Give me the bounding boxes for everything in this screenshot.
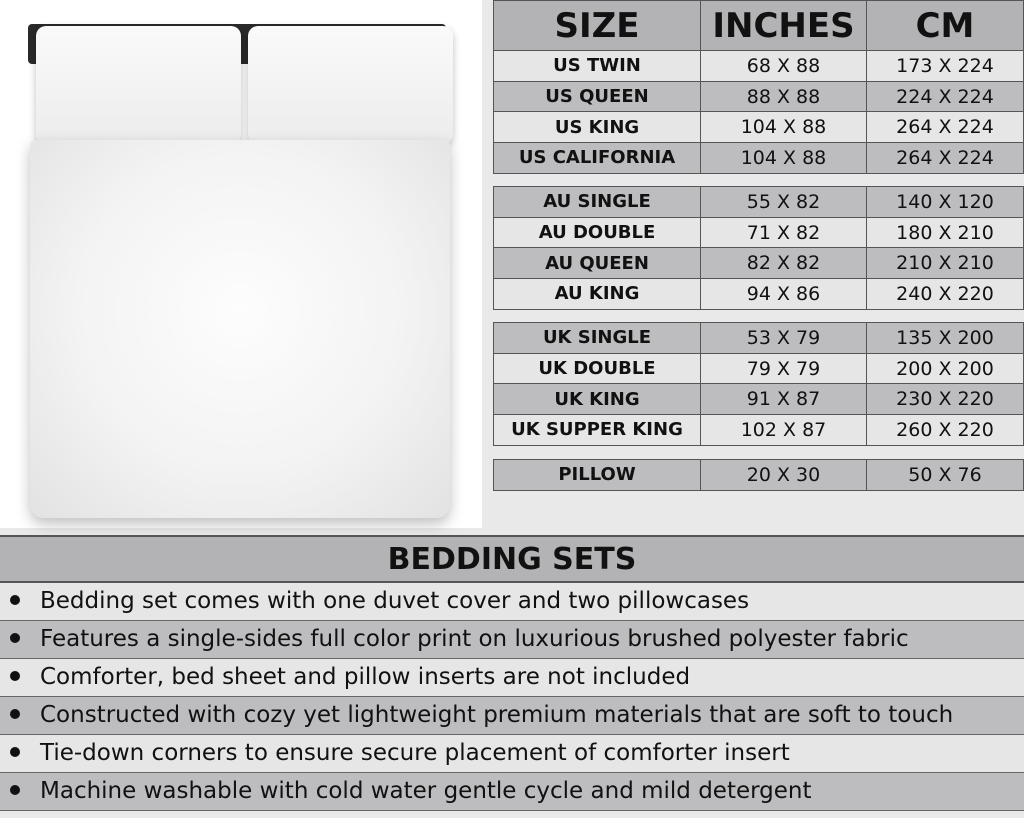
duvet-cover bbox=[30, 140, 450, 518]
cell-cm: 180 X 210 bbox=[866, 216, 1024, 249]
table-row: UK KING 91 X 87 230 X 220 bbox=[493, 383, 1024, 416]
size-table-group: UK SINGLE 53 X 79 135 X 200 UK DOUBLE 79 X 7… bbox=[493, 322, 1024, 446]
bedding-list-item: Features a single-sides full color print… bbox=[0, 621, 1024, 659]
cell-size: US QUEEN bbox=[493, 80, 701, 113]
cell-inches: 88 X 88 bbox=[700, 80, 867, 113]
bedding-list-item: Comforter, bed sheet and pillow inserts … bbox=[0, 659, 1024, 697]
cell-size: AU DOUBLE bbox=[493, 216, 701, 249]
cell-cm: 210 X 210 bbox=[866, 247, 1024, 280]
table-row: UK SINGLE 53 X 79 135 X 200 bbox=[493, 322, 1024, 354]
cell-inches: 102 X 87 bbox=[700, 414, 867, 446]
pillow-left bbox=[36, 26, 241, 144]
table-row: UK DOUBLE 79 X 79 200 X 200 bbox=[493, 352, 1024, 385]
cell-size: PILLOW bbox=[493, 459, 701, 491]
size-table-group: SIZE INCHES CM US TWIN 68 X 88 173 X 224 US QU… bbox=[493, 0, 1024, 174]
header-inches: INCHES bbox=[700, 0, 867, 51]
table-row: US KING 104 X 88 264 X 224 bbox=[493, 111, 1024, 144]
cell-size: AU QUEEN bbox=[493, 247, 701, 280]
cell-size: AU SINGLE bbox=[493, 186, 701, 218]
cell-inches: 94 X 86 bbox=[700, 278, 867, 310]
bedding-item-text: Machine washable with cold water gentle … bbox=[40, 778, 812, 804]
cell-inches: 91 X 87 bbox=[700, 383, 867, 416]
table-row: US CALIFORNIA 104 X 88 264 X 224 bbox=[493, 142, 1024, 174]
bedding-item-text: Comforter, bed sheet and pillow inserts … bbox=[40, 664, 691, 690]
table-row: US QUEEN 88 X 88 224 X 224 bbox=[493, 80, 1024, 113]
cell-inches: 79 X 79 bbox=[700, 352, 867, 385]
cell-inches: 68 X 88 bbox=[700, 50, 867, 82]
cell-size: US KING bbox=[493, 111, 701, 144]
bedding-list-item: Tie-down corners to ensure secure placem… bbox=[0, 735, 1024, 773]
cell-inches: 104 X 88 bbox=[700, 142, 867, 174]
cell-size: US TWIN bbox=[493, 50, 701, 82]
bedding-item-text: Features a single-sides full color print… bbox=[40, 626, 909, 652]
cell-size: UK SINGLE bbox=[493, 322, 701, 354]
bullet-icon bbox=[10, 709, 20, 719]
size-table-group: PILLOW 20 X 30 50 X 76 bbox=[493, 459, 1024, 491]
cell-size: UK SUPPER KING bbox=[493, 414, 701, 446]
table-row: UK SUPPER KING 102 X 87 260 X 220 bbox=[493, 414, 1024, 446]
bullet-icon bbox=[10, 633, 20, 643]
bedding-item-text: Bedding set comes with one duvet cover a… bbox=[40, 588, 750, 614]
size-table-group: AU SINGLE 55 X 82 140 X 120 AU DOUBLE 71 X 8… bbox=[493, 186, 1024, 310]
bedding-item-text: Constructed with cozy yet lightweight pr… bbox=[40, 702, 954, 728]
cell-cm: 240 X 220 bbox=[866, 278, 1024, 310]
cell-size: UK KING bbox=[493, 383, 701, 416]
cell-size: US CALIFORNIA bbox=[493, 142, 701, 174]
bedding-list-item: Constructed with cozy yet lightweight pr… bbox=[0, 697, 1024, 735]
bedding-list-item: Machine washable with cold water gentle … bbox=[0, 773, 1024, 811]
cell-size: AU KING bbox=[493, 278, 701, 310]
cell-inches: 82 X 82 bbox=[700, 247, 867, 280]
table-row: AU DOUBLE 71 X 82 180 X 210 bbox=[493, 216, 1024, 249]
header-cm: CM bbox=[866, 0, 1024, 51]
bullet-icon bbox=[10, 785, 20, 795]
cell-cm: 50 X 76 bbox=[866, 459, 1024, 491]
bedding-product-image bbox=[0, 0, 482, 528]
cell-cm: 200 X 200 bbox=[866, 352, 1024, 385]
bedding-title: BEDDING SETS bbox=[0, 535, 1024, 583]
cell-inches: 104 X 88 bbox=[700, 111, 867, 144]
cell-inches: 53 X 79 bbox=[700, 322, 867, 354]
cell-inches: 20 X 30 bbox=[700, 459, 867, 491]
header-row: SIZE INCHES CM bbox=[493, 0, 1024, 51]
header-size: SIZE bbox=[493, 0, 701, 51]
pillow-right bbox=[248, 26, 453, 144]
bullet-icon bbox=[10, 747, 20, 757]
bullet-icon bbox=[10, 671, 20, 681]
cell-cm: 230 X 220 bbox=[866, 383, 1024, 416]
table-row: PILLOW 20 X 30 50 X 76 bbox=[493, 459, 1024, 491]
cell-cm: 140 X 120 bbox=[866, 186, 1024, 218]
bedding-sets-section: BEDDING SETS Bedding set comes with one … bbox=[0, 535, 1024, 811]
table-row: US TWIN 68 X 88 173 X 224 bbox=[493, 50, 1024, 82]
cell-cm: 264 X 224 bbox=[866, 111, 1024, 144]
table-row: AU KING 94 X 86 240 X 220 bbox=[493, 278, 1024, 310]
bedding-item-text: Tie-down corners to ensure secure placem… bbox=[40, 740, 790, 766]
cell-inches: 71 X 82 bbox=[700, 216, 867, 249]
cell-inches: 55 X 82 bbox=[700, 186, 867, 218]
cell-cm: 173 X 224 bbox=[866, 50, 1024, 82]
cell-cm: 264 X 224 bbox=[866, 142, 1024, 174]
bullet-icon bbox=[10, 595, 20, 605]
cell-cm: 260 X 220 bbox=[866, 414, 1024, 446]
cell-size: UK DOUBLE bbox=[493, 352, 701, 385]
table-row: AU SINGLE 55 X 82 140 X 120 bbox=[493, 186, 1024, 218]
bedding-list-item: Bedding set comes with one duvet cover a… bbox=[0, 583, 1024, 621]
table-row: AU QUEEN 82 X 82 210 X 210 bbox=[493, 247, 1024, 280]
cell-cm: 224 X 224 bbox=[866, 80, 1024, 113]
cell-cm: 135 X 200 bbox=[866, 322, 1024, 354]
